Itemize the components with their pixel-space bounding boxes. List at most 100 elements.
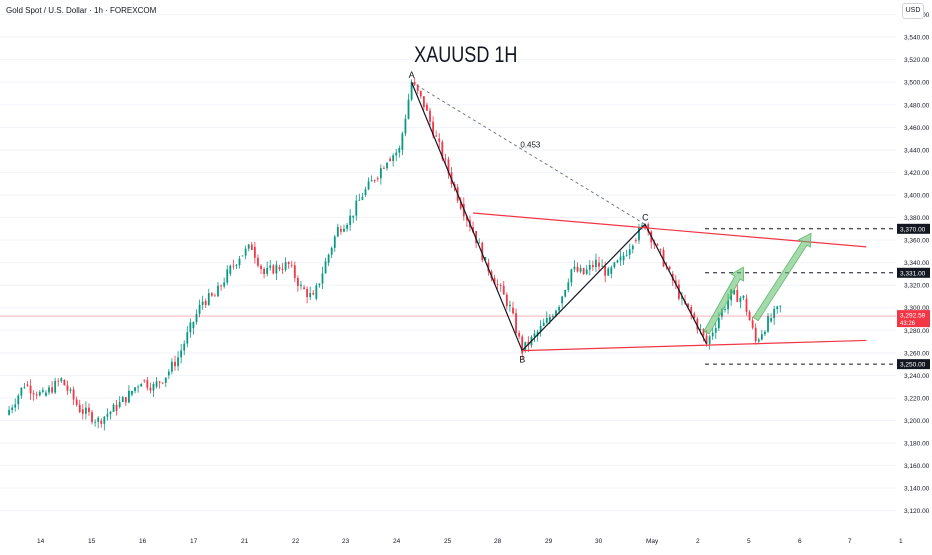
candle-body bbox=[81, 409, 84, 414]
candle-body bbox=[198, 304, 201, 314]
candle-body bbox=[668, 266, 671, 270]
y-tick-label: 3,120.00 bbox=[904, 508, 930, 515]
candle-body bbox=[321, 273, 324, 284]
candle-body bbox=[444, 158, 447, 160]
candle-body bbox=[373, 180, 376, 182]
candle-body bbox=[69, 389, 72, 391]
candles bbox=[8, 77, 782, 431]
y-tick-label: 3,540.00 bbox=[904, 35, 930, 42]
candle-body bbox=[204, 300, 207, 305]
y-tick-label: 3,360.00 bbox=[904, 238, 930, 245]
candle-body bbox=[767, 316, 769, 332]
candle-body bbox=[137, 386, 140, 388]
candle-body bbox=[429, 110, 431, 122]
currency-button[interactable]: USD bbox=[902, 3, 924, 19]
channel-lower-line bbox=[522, 339, 867, 352]
candle-body bbox=[235, 265, 238, 266]
candle-body bbox=[91, 412, 93, 423]
candle-body bbox=[564, 289, 567, 297]
candle-body bbox=[315, 285, 318, 299]
current-price-badge bbox=[897, 310, 930, 328]
candle-body bbox=[250, 244, 253, 250]
candle-body bbox=[272, 265, 275, 274]
candle-body bbox=[548, 317, 551, 322]
candle-body bbox=[465, 216, 468, 221]
price-axis: 3,120.00 3,140.00 3,160.00 3,180.00 3,200.00… bbox=[896, 0, 932, 550]
candle-body bbox=[229, 265, 232, 274]
candle-body bbox=[26, 384, 29, 386]
candle-body bbox=[257, 257, 259, 266]
x-tick-label: 29 bbox=[545, 538, 553, 545]
y-tick-label: 3,320.00 bbox=[904, 283, 930, 290]
candle-body bbox=[742, 295, 745, 298]
current-price-label: 3,292.59 bbox=[900, 313, 926, 320]
candle-body bbox=[207, 293, 210, 305]
candle-body bbox=[604, 265, 607, 276]
candle-body bbox=[662, 249, 665, 267]
candle-body bbox=[327, 254, 330, 263]
time-axis: 14 15 16 17 21 22 23 24 25 28 29 30 May 2 5 6 7 1 bbox=[37, 538, 903, 545]
candle-body bbox=[238, 258, 241, 266]
candle-body bbox=[764, 331, 766, 335]
candle-body bbox=[478, 242, 481, 244]
candle-body bbox=[573, 266, 576, 270]
candle-body bbox=[232, 265, 235, 267]
x-tick-label: 21 bbox=[241, 538, 249, 545]
candle-body bbox=[610, 267, 613, 274]
candle-body bbox=[739, 297, 742, 302]
candle-body bbox=[143, 379, 146, 381]
candle-body bbox=[674, 280, 677, 285]
candle-body bbox=[588, 265, 591, 270]
candle-body bbox=[579, 268, 582, 272]
candle-body bbox=[355, 200, 358, 216]
candle-body bbox=[687, 303, 690, 308]
candle-body bbox=[247, 244, 250, 249]
candle-body bbox=[558, 306, 560, 311]
candle-body bbox=[681, 296, 683, 299]
candle-body bbox=[17, 395, 20, 405]
x-tick-label: 2 bbox=[696, 538, 700, 545]
candle-body bbox=[84, 407, 87, 414]
grid bbox=[0, 14, 896, 512]
candle-body bbox=[432, 121, 434, 136]
x-tick-label: 30 bbox=[595, 538, 603, 545]
candle-body bbox=[472, 227, 474, 233]
y-tick-label: 3,500.00 bbox=[904, 80, 930, 87]
x-tick-label: 16 bbox=[139, 538, 147, 545]
candle-body bbox=[183, 343, 186, 351]
candle-body bbox=[66, 385, 69, 391]
candle-body bbox=[352, 215, 355, 218]
candle-body bbox=[521, 336, 524, 354]
candle-body bbox=[499, 285, 502, 286]
candle-body bbox=[555, 310, 557, 317]
x-tick-label: May bbox=[646, 538, 659, 545]
candle-body bbox=[220, 285, 222, 287]
candle-body bbox=[721, 309, 723, 317]
candle-body bbox=[296, 278, 299, 287]
candle-body bbox=[422, 96, 425, 108]
candle-body bbox=[358, 199, 361, 201]
candle-body bbox=[330, 247, 333, 255]
candle-body bbox=[54, 380, 57, 393]
candle-body bbox=[413, 82, 416, 85]
candle-body bbox=[284, 262, 287, 270]
price-level-label: 3,331.00 bbox=[900, 270, 926, 277]
candle-body bbox=[496, 284, 499, 285]
candle-body bbox=[539, 325, 542, 332]
candle-body bbox=[383, 168, 385, 169]
candle-body bbox=[702, 329, 705, 336]
candle-body bbox=[349, 215, 352, 225]
candle-body bbox=[582, 268, 585, 275]
candle-body bbox=[118, 402, 121, 407]
candle-body bbox=[659, 249, 662, 250]
candle-body bbox=[441, 141, 444, 159]
candle-body bbox=[72, 389, 75, 400]
price-level-label: 3,250.00 bbox=[900, 362, 926, 369]
candle-body bbox=[128, 390, 130, 403]
candle-body bbox=[416, 84, 419, 91]
y-tick-label: 3,400.00 bbox=[904, 192, 930, 199]
candle-body bbox=[8, 409, 10, 415]
candle-body bbox=[97, 417, 100, 422]
